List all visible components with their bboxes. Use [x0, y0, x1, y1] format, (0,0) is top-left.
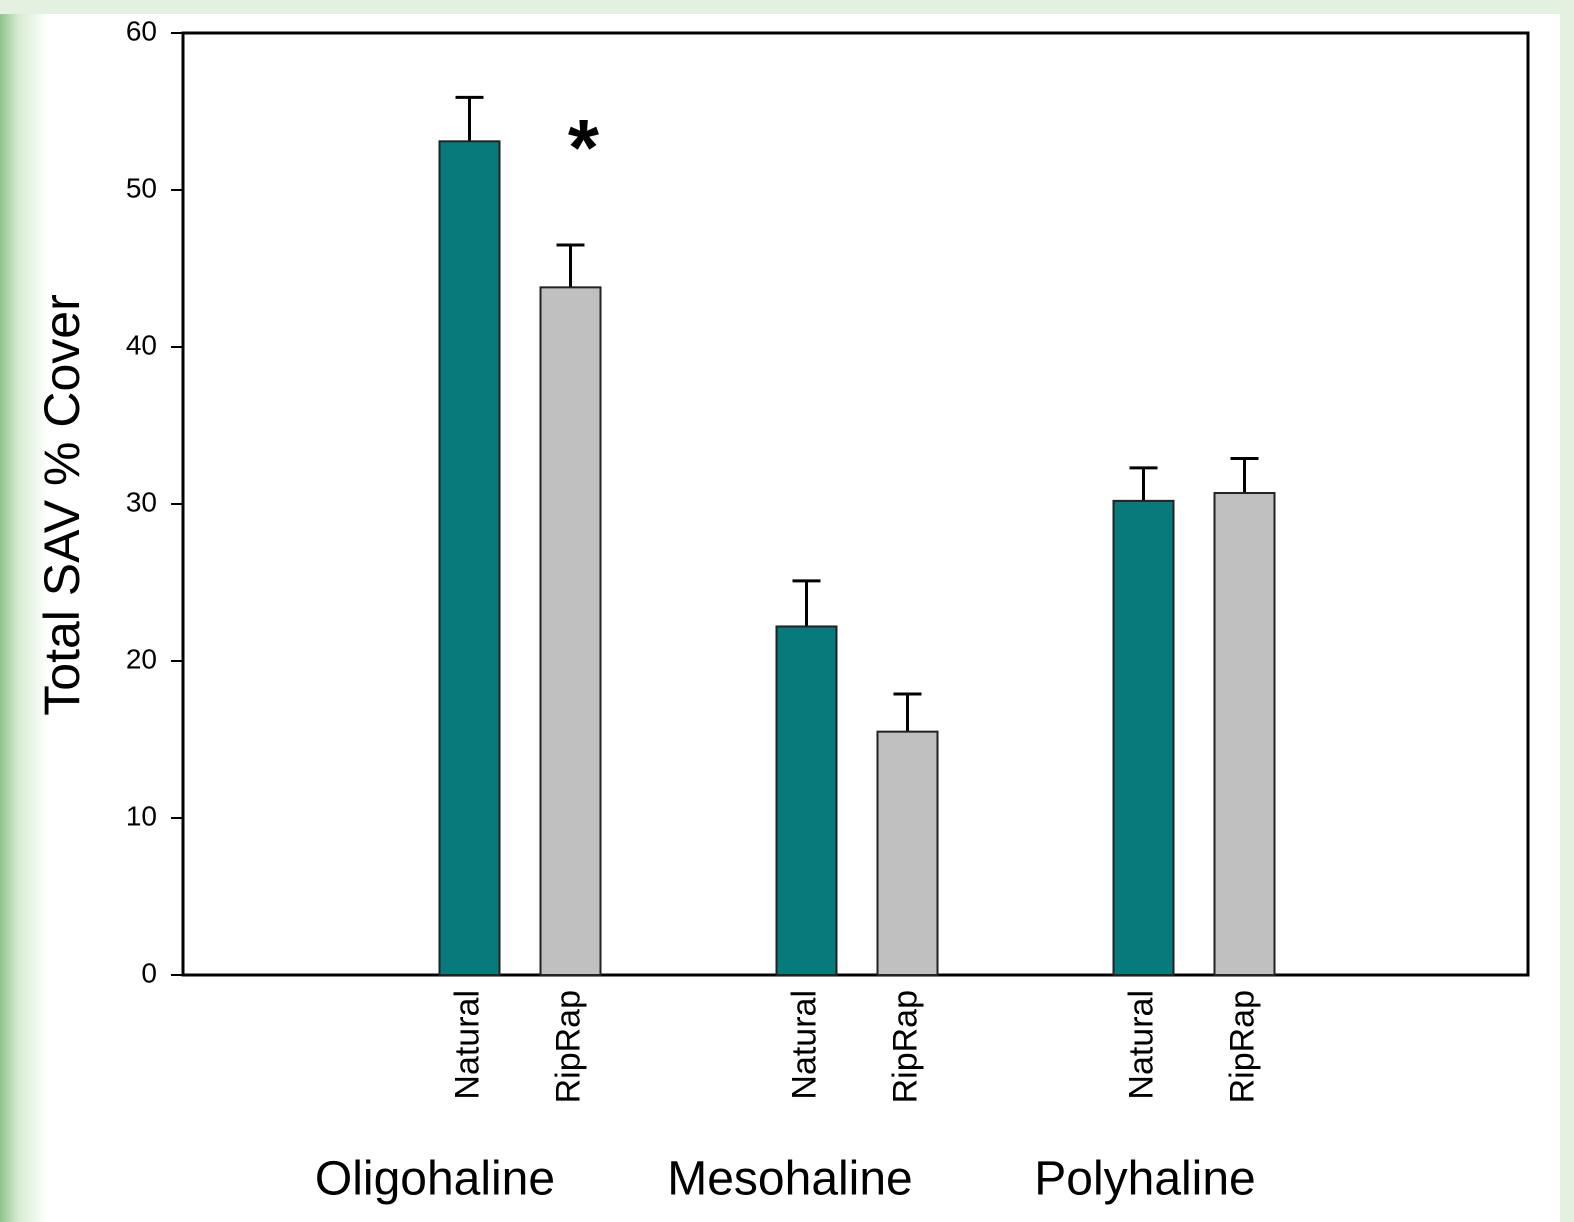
bar — [1213, 492, 1276, 976]
group-label: Polyhaline — [1034, 1153, 1255, 1206]
bar — [775, 625, 838, 977]
y-axis-label: Total SAV % Cover — [34, 294, 90, 715]
bar — [876, 730, 939, 977]
x-tick-label: RipRap — [1223, 990, 1261, 1103]
background-right — [1560, 0, 1574, 1222]
y-tick-label: 60 — [126, 15, 157, 46]
x-tick-label: RipRap — [886, 990, 924, 1103]
y-tick-label: 20 — [126, 643, 157, 674]
x-tick-label: RipRap — [549, 990, 587, 1103]
bar — [539, 286, 602, 976]
group-label: Oligohaline — [315, 1153, 555, 1206]
y-tick-label: 30 — [126, 486, 157, 517]
bar — [438, 140, 501, 976]
group-label: Mesohaline — [667, 1153, 912, 1206]
bar — [1112, 499, 1175, 976]
y-tick-label: 0 — [141, 957, 157, 988]
y-tick-label: 50 — [126, 172, 157, 203]
annotation: * — [568, 103, 600, 192]
y-tick-label: 40 — [126, 329, 157, 360]
background-top — [0, 0, 1574, 14]
x-tick-label: Natural — [448, 990, 486, 1100]
y-tick-label: 10 — [126, 800, 157, 831]
x-tick-label: Natural — [785, 990, 823, 1100]
x-tick-label: Natural — [1122, 990, 1160, 1100]
